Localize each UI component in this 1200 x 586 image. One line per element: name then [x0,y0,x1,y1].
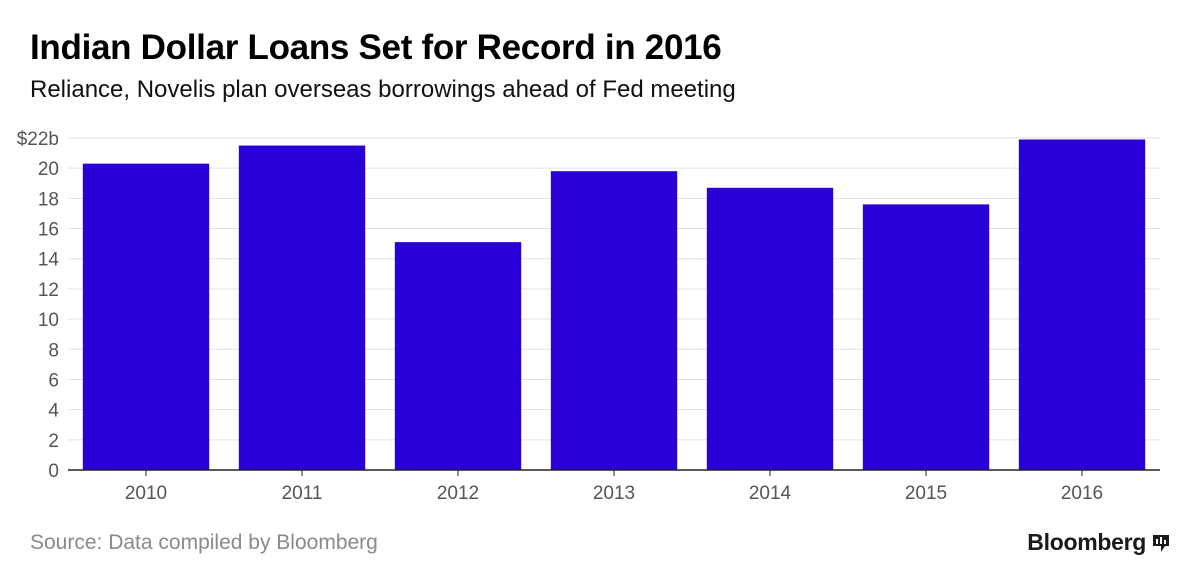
bar-2012 [394,242,522,470]
y-tick-label: 10 [38,310,59,331]
bars [82,139,1146,471]
source-note: Source: Data compiled by Bloomberg [30,531,378,554]
x-tick-label: 2013 [593,483,635,504]
y-tick-label: 16 [38,220,59,241]
bloomberg-chart-icon [1153,534,1169,552]
x-tick-label: 2010 [125,483,167,504]
x-tick-label: 2014 [749,483,792,504]
brand-name: Bloomberg [1027,529,1146,555]
x-tick-label: 2015 [905,483,947,504]
y-tick-label: 0 [48,461,59,482]
chart-subtitle: Reliance, Novelis plan overseas borrowin… [30,76,736,103]
bar-2011 [238,145,366,470]
y-tick-label: 2 [48,431,59,452]
y-tick-label: 6 [48,370,59,391]
y-tick-label: 14 [38,250,60,271]
y-tick-label: $22b [17,129,59,150]
bar-2015 [862,204,990,470]
bar-2013 [550,171,678,470]
bar-2016 [1018,139,1146,470]
y-axis-ticks: 0 2 4 6 8 10 12 14 16 18 20 $22b [17,129,60,482]
brand-logo: Bloomberg [1027,529,1170,556]
y-tick-label: 12 [38,280,59,301]
y-tick-label: 4 [48,401,59,422]
x-tick-label: 2011 [282,483,323,504]
x-axis-ticks: 2010 2011 2012 2013 2014 2015 2016 [125,470,1103,504]
bar-2010 [82,163,210,470]
bar-2014 [706,187,834,471]
chart-title: Indian Dollar Loans Set for Record in 20… [30,28,722,67]
x-tick-label: 2016 [1061,483,1103,504]
y-tick-label: 20 [38,159,59,180]
x-tick-label: 2012 [437,483,479,504]
y-tick-label: 8 [48,340,59,361]
y-tick-label: 18 [38,189,59,210]
